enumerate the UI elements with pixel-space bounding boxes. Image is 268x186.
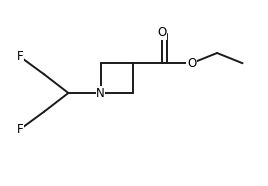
Text: O: O (187, 57, 196, 70)
Text: O: O (158, 26, 167, 39)
Text: N: N (96, 86, 105, 100)
Text: F: F (17, 50, 23, 63)
Text: F: F (17, 123, 23, 136)
